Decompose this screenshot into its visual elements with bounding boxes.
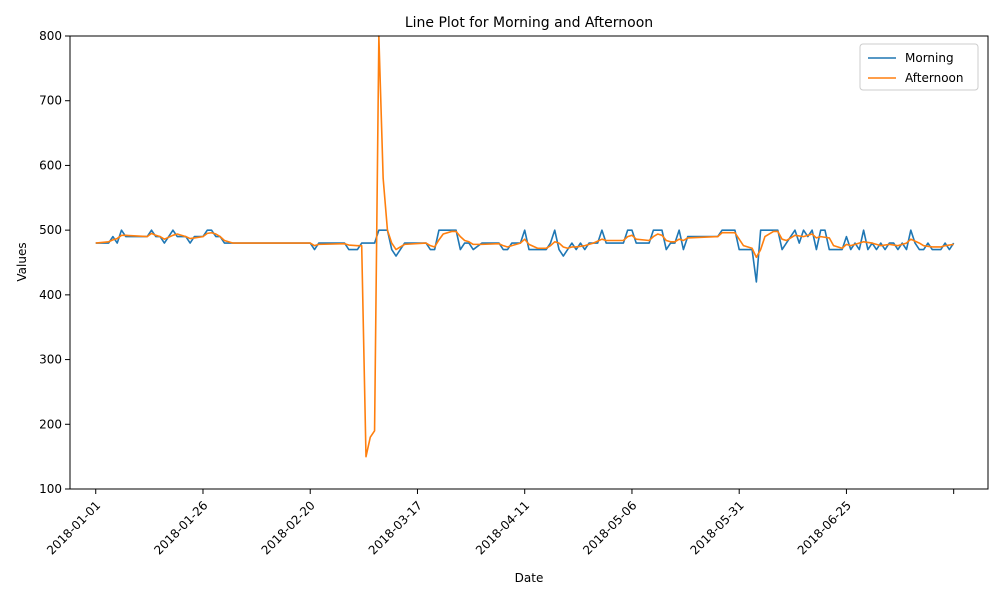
y-tick-label: 400: [39, 288, 62, 302]
legend-label-morning: Morning: [905, 51, 954, 65]
y-axis-ticks: 100 200 300 400 500 600 700 800: [39, 29, 70, 496]
y-tick-label: 300: [39, 353, 62, 367]
y-tick-label: 700: [39, 94, 62, 108]
legend: Morning Afternoon: [859, 43, 979, 91]
y-tick-label: 800: [39, 29, 62, 43]
y-tick-label: 600: [39, 158, 62, 172]
y-tick-label: 200: [39, 417, 62, 431]
series-line-afternoon: [95, 35, 954, 458]
y-tick-label: 100: [39, 482, 62, 496]
y-axis-label: Values: [15, 242, 29, 281]
y-tick-label: 500: [39, 223, 62, 237]
legend-label-afternoon: Afternoon: [905, 71, 964, 85]
chart-title: Line Plot for Morning and Afternoon: [405, 15, 653, 31]
series-lines: [95, 35, 955, 458]
x-axis-label: Date: [515, 571, 544, 585]
plot-frame: [69, 35, 989, 490]
